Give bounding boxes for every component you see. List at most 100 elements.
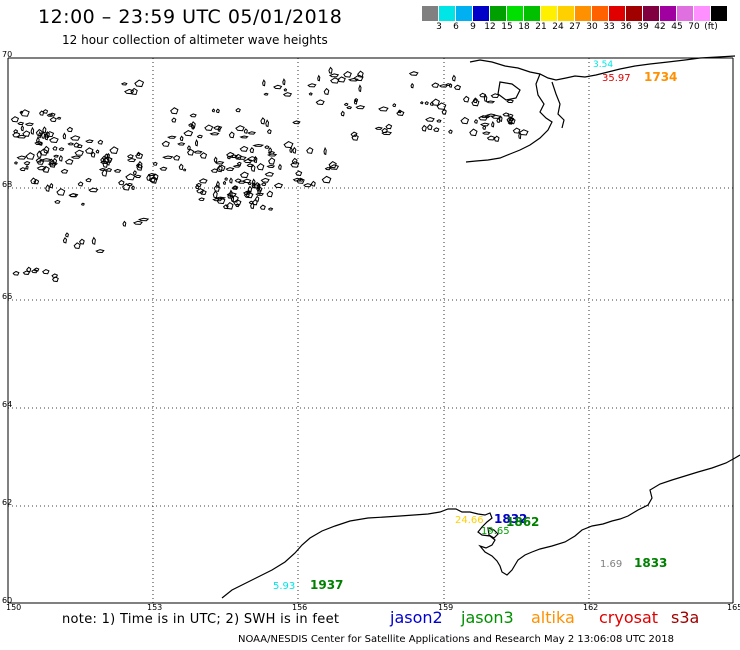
ice-contour [225,201,234,210]
ice-contour [60,168,69,174]
ice-contour [35,128,43,137]
wave-height-colorbar: 3 6 9 12 15 18 21 24 27 30 33 36 39 42 45 70 (ft) [422,6,728,32]
colorbar-swatch [711,6,727,21]
ice-contour [471,98,480,107]
wave-height-observation: 1734 [644,70,677,84]
ice-contour [13,161,18,165]
ice-contour [273,84,283,90]
ice-contour [247,131,257,135]
ice-contour [48,160,57,168]
ice-contour [189,113,197,118]
ice-contour [424,101,429,105]
ice-contour [239,135,249,139]
colorbar-tick: 27 [569,22,581,32]
ice-contour [48,112,56,117]
colorbar-tick: 24 [552,22,564,32]
colorbar-tick: 70 [688,22,700,32]
latitude-label: 68 [2,180,12,189]
latitude-labels: 70 68 66 64 62 60 [2,50,12,605]
ice-contour [80,202,85,206]
wave-height-observation: 1937 [310,578,343,592]
sea-ice-contours [10,66,529,283]
ice-contour [235,107,241,113]
ice-contour [19,110,24,114]
ice-contour [358,84,362,93]
ice-contour [127,154,134,159]
ice-contour [249,147,255,154]
legend-s3a: s3a [671,608,700,627]
ice-contour [25,164,29,170]
ice-contour [183,130,194,137]
colorbar-swatch [490,6,506,21]
ice-contour [481,131,491,135]
ice-contour [224,177,228,181]
credit-line: NOAA/NESDIS Center for Satellite Applica… [238,634,674,645]
ice-contour [216,197,226,205]
map-title: 12:00 – 23:59 UTC 05/01/2018 [38,6,343,28]
ice-contour [90,151,96,158]
ice-contour [448,129,453,134]
ice-contour [19,167,27,172]
ice-contour [199,189,207,195]
ice-contour [136,151,141,157]
ice-contour [68,193,77,198]
ice-contour [34,140,43,146]
colorbar-tick: 18 [518,22,530,32]
ice-contour [187,148,195,156]
ice-contour [214,160,225,165]
ice-contour [310,180,316,187]
colorbar-tick: 15 [501,22,513,32]
wave-height-observation: 19.65 [481,526,510,537]
ice-contour [58,147,65,151]
ice-contour [53,154,60,158]
ice-contour [41,158,52,162]
latitude-label: 64 [2,400,12,409]
ice-contour [323,146,327,156]
ice-contour [512,127,521,134]
colorbar-swatch [507,6,523,21]
map-subtitle: 12 hour collection of altimeter wave hei… [62,33,328,47]
ice-contour [469,128,478,137]
ice-contour [479,115,491,119]
ice-contour [19,109,30,117]
ice-contour [256,163,265,171]
ice-contour [69,135,81,141]
ice-contour [172,154,181,161]
ice-contour [62,237,68,244]
ice-contour [161,140,170,147]
colorbar-tick: 9 [470,22,476,32]
colorbar-swatch [677,6,693,21]
ice-contour [16,134,27,139]
wave-height-observation: 1832 [494,512,527,526]
ice-contour [10,116,20,123]
ice-contour [426,124,433,131]
ice-contour [95,149,100,154]
ice-contour [196,188,205,194]
ice-contour [410,82,414,89]
ice-contour [483,94,488,103]
colorbar-swatch [439,6,455,21]
ice-contour [17,121,25,126]
ice-contour [264,171,275,177]
ice-contour [491,120,495,128]
ice-contour [429,101,434,106]
ice-contour [479,92,486,98]
ice-contour [216,164,223,173]
ice-contour [250,202,255,210]
ice-contour [266,190,274,198]
ice-contour [120,82,128,86]
footnote: note: 1) Time is in UTC; 2) SWH is in fe… [62,612,340,627]
ice-contour [193,150,203,154]
ice-contour [70,155,82,159]
ice-contour [431,82,440,88]
longitude-label: 165 [727,603,740,612]
colorbar-tick: 3 [436,22,442,32]
latitude-label: 62 [2,498,12,507]
ice-contour [282,78,286,86]
ice-contour [210,168,219,173]
ice-contour [199,152,208,159]
ice-contour [260,117,266,125]
ice-contour [254,195,260,202]
longitude-label: 162 [583,603,598,612]
ice-contour [49,116,57,123]
